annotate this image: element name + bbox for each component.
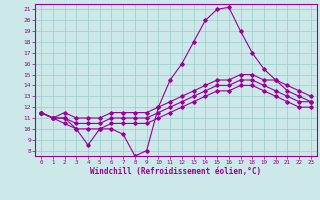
X-axis label: Windchill (Refroidissement éolien,°C): Windchill (Refroidissement éolien,°C) — [91, 167, 261, 176]
